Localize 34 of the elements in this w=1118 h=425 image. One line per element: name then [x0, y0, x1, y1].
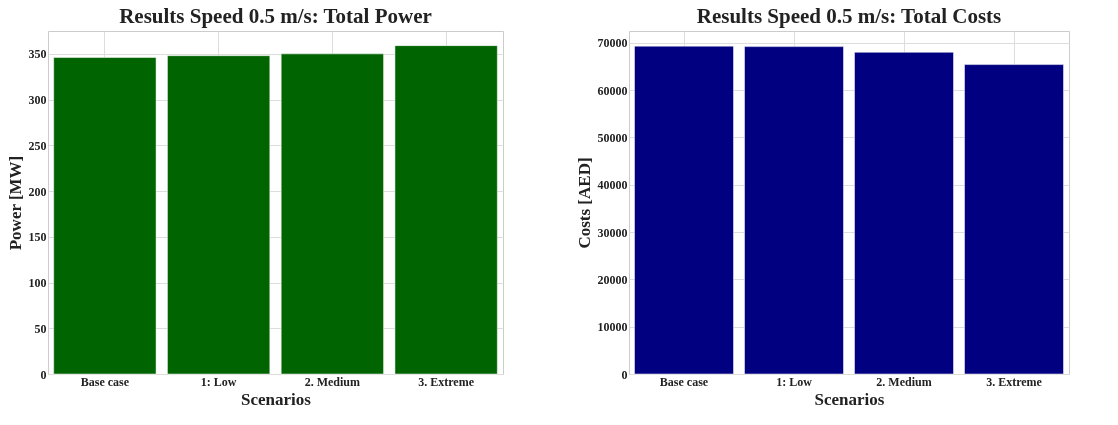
y-tick-label: 300 — [28, 93, 47, 108]
bar — [394, 45, 498, 375]
x-tick-label: 1: Low — [200, 374, 237, 389]
y-tick-label: 0 — [621, 367, 628, 382]
y-tick-label: 50 — [34, 321, 47, 336]
y-tick-label: 250 — [28, 138, 47, 153]
y-tick-label: 200 — [28, 184, 47, 199]
y-tick-label: 40000 — [597, 178, 628, 193]
x-tick-label: Base case — [659, 374, 709, 389]
y-tick-label: 350 — [28, 47, 47, 62]
x-axis-title: Scenarios — [241, 389, 312, 409]
y-tick-label: 20000 — [597, 272, 628, 287]
chart-title: Results Speed 0.5 m/s: Total Power — [119, 4, 432, 28]
bar — [53, 57, 157, 375]
y-tick-label: 30000 — [597, 225, 628, 240]
x-tick-label: 3. Extreme — [418, 374, 475, 389]
x-tick-label: Base case — [80, 374, 130, 389]
y-tick-label: 0 — [40, 367, 47, 382]
y-tick-label: 60000 — [597, 83, 628, 98]
y-axis-title: Power [MW] — [5, 155, 25, 251]
x-axis-title: Scenarios — [814, 389, 885, 409]
y-axis-title: Costs [AED] — [574, 157, 594, 249]
x-tick-label: 1: Low — [776, 374, 813, 389]
y-tick-label: 10000 — [597, 320, 628, 335]
y-tick-label: 50000 — [597, 130, 628, 145]
y-tick-label: 70000 — [597, 36, 628, 51]
bar — [167, 55, 271, 375]
chart-title: Results Speed 0.5 m/s: Total Costs — [696, 4, 1002, 28]
y-tick-label: 100 — [28, 276, 47, 291]
x-tick-label: 2. Medium — [876, 374, 932, 389]
x-tick-label: 2. Medium — [304, 374, 361, 389]
bar — [280, 53, 384, 375]
y-tick-label: 150 — [28, 230, 47, 245]
x-tick-label: 3. Extreme — [986, 374, 1043, 389]
